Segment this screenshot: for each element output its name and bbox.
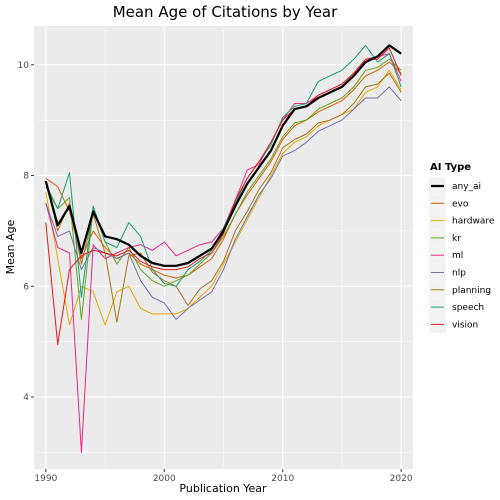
legend-label-speech: speech (452, 303, 484, 313)
legend-title: AI Type (430, 162, 471, 173)
chart-title: Mean Age of Citations by Year (113, 3, 338, 21)
y-tick-label: 4 (23, 393, 29, 403)
y-tick-label: 10 (18, 61, 30, 71)
legend-label-evo: evo (452, 199, 469, 209)
legend-label-nlp: nlp (452, 269, 466, 279)
series-line-speech (45, 44, 402, 298)
series-line-evo (45, 61, 402, 279)
series-line-vision (45, 47, 402, 345)
y-tick-label: 6 (23, 282, 29, 292)
x-tick-label: 2020 (390, 474, 413, 484)
legend-label-hardware: hardware (452, 217, 495, 227)
x-tick-label: 2000 (153, 474, 176, 484)
legend-label-planning: planning (452, 286, 491, 296)
legend-label-any-ai: any_ai (452, 182, 481, 192)
x-axis: 1990 2000 2010 2020 (34, 469, 413, 484)
x-axis-title: Publication Year (179, 482, 267, 495)
series-lines (44, 44, 402, 453)
legend-label-kr: kr (452, 234, 461, 244)
grid-major (34, 26, 413, 469)
y-tick-label: 8 (23, 172, 29, 182)
series-line-any-ai (44, 44, 402, 267)
x-tick-label: 2010 (271, 474, 294, 484)
legend-label-vision: vision (452, 320, 478, 330)
legend-label-ml: ml (452, 251, 463, 261)
x-tick-label: 1990 (34, 474, 57, 484)
y-axis: 4 6 8 10 (18, 61, 34, 403)
y-axis-title: Mean Age (4, 219, 17, 274)
